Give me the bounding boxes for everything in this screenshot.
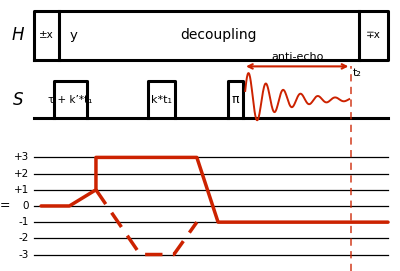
Text: anti-echo: anti-echo [271,51,323,62]
Text: H: H [12,26,24,44]
Text: y: y [69,29,77,42]
Text: decoupling: decoupling [180,28,256,42]
Text: -1: -1 [19,217,29,227]
Text: +3: +3 [14,152,29,162]
Text: k*t₁: k*t₁ [151,95,172,105]
Text: -3: -3 [19,250,29,260]
Text: +1: +1 [14,185,29,195]
Text: t₂: t₂ [353,68,362,78]
Text: -2: -2 [19,233,29,243]
Text: ∓x: ∓x [366,30,381,40]
Text: π: π [232,93,239,106]
Text: S: S [13,91,23,109]
Text: p =: p = [0,199,11,212]
Text: τ + k’*t₁: τ + k’*t₁ [48,95,92,105]
Text: ±x: ±x [39,30,54,40]
Text: +2: +2 [14,169,29,179]
Text: 0: 0 [23,201,29,211]
